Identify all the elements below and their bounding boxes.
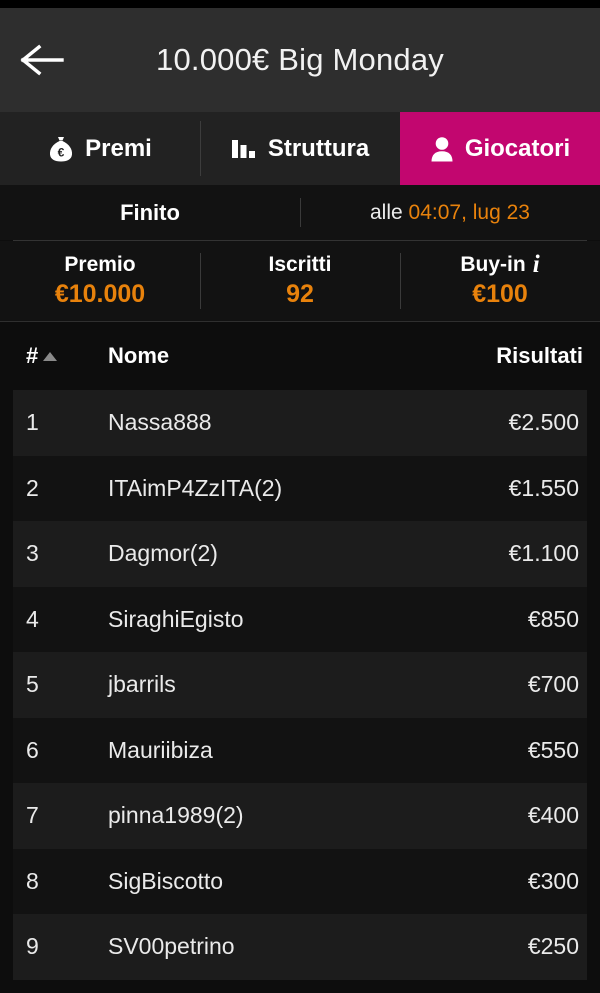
stat-buyin-value: €100 <box>472 280 528 308</box>
cell-name: Mauriibiza <box>108 736 213 763</box>
cell-rank: 8 <box>26 867 39 894</box>
cell-rank: 4 <box>26 605 39 632</box>
table-row[interactable]: 9 SV00petrino €250 <box>13 914 587 980</box>
table-row[interactable]: 3 Dagmor(2) €1.100 <box>13 521 587 587</box>
cell-result: €850 <box>527 605 579 632</box>
cell-name: pinna1989(2) <box>108 802 244 829</box>
arrow-left-icon <box>20 43 64 77</box>
status-time: alle 04:07, lug 23 <box>300 201 600 225</box>
title-bar: 10.000€ Big Monday <box>0 8 600 112</box>
stat-premio: Premio €10.000 <box>0 241 200 321</box>
table-row[interactable]: 6 Mauriibiza €550 <box>13 717 587 783</box>
stat-iscritti-label: Iscritti <box>268 253 332 276</box>
cell-rank: 7 <box>26 802 39 829</box>
caret-up-icon <box>43 351 58 361</box>
stat-buyin-label: Buy-in <box>460 253 526 276</box>
cell-rank: 5 <box>26 671 39 698</box>
money-bag-icon: € <box>48 135 74 163</box>
cell-rank: 3 <box>26 540 39 567</box>
table-row[interactable]: 5 jbarrils €700 <box>13 652 587 718</box>
cell-result: €1.550 <box>508 474 579 501</box>
cell-name: SV00petrino <box>108 933 235 960</box>
column-header-name[interactable]: Nome <box>108 343 170 368</box>
tab-struttura-label: Struttura <box>267 134 370 162</box>
column-header-result[interactable]: Risultati <box>496 343 583 368</box>
tournament-status-row: Finito alle 04:07, lug 23 <box>0 185 600 240</box>
cell-name: SigBiscotto <box>108 867 224 894</box>
tab-giocatori[interactable]: Giocatori <box>400 112 600 185</box>
cell-rank: 6 <box>26 736 39 763</box>
person-icon <box>430 136 454 162</box>
cell-name: Dagmor(2) <box>108 540 218 567</box>
table-body: 1 Nassa888 €2.500 2 ITAimP4ZzITA(2) €1.5… <box>0 390 600 980</box>
stat-buyin: Buy-in i €100 <box>400 241 600 321</box>
stats-bottom-divider <box>0 321 600 322</box>
cell-result: €2.500 <box>508 409 579 436</box>
stat-premio-value: €10.000 <box>54 280 146 308</box>
stat-premio-label: Premio <box>64 253 136 276</box>
table-row[interactable]: 4 SiraghiEgisto €850 <box>13 586 587 652</box>
table-row[interactable]: 1 Nassa888 €2.500 <box>13 390 587 456</box>
tab-premi-label: Premi <box>85 134 152 162</box>
bar-chart-icon <box>231 136 257 162</box>
column-header-rank[interactable]: # <box>26 343 108 369</box>
page-title: 10.000€ Big Monday <box>156 42 444 77</box>
cell-name: SiraghiEgisto <box>108 605 244 632</box>
stat-iscritti-value: 92 <box>286 280 314 308</box>
tab-premi[interactable]: € Premi <box>0 112 200 185</box>
status-bottom-divider <box>13 240 587 241</box>
table-row[interactable]: 8 SigBiscotto €300 <box>13 848 587 914</box>
column-header-rank-label: # <box>26 343 39 368</box>
cell-rank: 2 <box>26 474 39 501</box>
back-button[interactable] <box>0 8 84 112</box>
cell-rank: 9 <box>26 933 39 960</box>
stat-iscritti: Iscritti 92 <box>200 241 400 321</box>
cell-result: €550 <box>527 736 579 763</box>
stat-buyin-label-wrap: Buy-in i <box>460 250 540 278</box>
players-table: # Nome Risultati 1 Nassa888 €2.500 2 ITA… <box>0 322 600 980</box>
status-divider <box>300 198 301 227</box>
table-row[interactable]: 7 pinna1989(2) €400 <box>13 783 587 849</box>
info-icon[interactable]: i <box>532 250 540 278</box>
status-time-value: 04:07, lug 23 <box>408 200 530 224</box>
cell-result: €250 <box>527 933 579 960</box>
cell-name: jbarrils <box>108 671 176 698</box>
cell-result: €400 <box>527 802 579 829</box>
tab-giocatori-label: Giocatori <box>464 134 571 162</box>
status-state: Finito <box>120 199 180 225</box>
table-header-row: # Nome Risultati <box>0 322 600 390</box>
tab-bar: € Premi Struttura Giocato <box>0 112 600 185</box>
cell-rank: 1 <box>26 409 39 436</box>
svg-text:€: € <box>58 145 65 159</box>
table-row[interactable]: 2 ITAimP4ZzITA(2) €1.550 <box>13 455 587 521</box>
cell-result: €300 <box>527 867 579 894</box>
status-time-prefix: alle <box>370 200 403 224</box>
cell-result: €1.100 <box>508 540 579 567</box>
cell-name: ITAimP4ZzITA(2) <box>108 474 283 501</box>
cell-name: Nassa888 <box>108 409 212 436</box>
cell-result: €700 <box>527 671 579 698</box>
tab-struttura[interactable]: Struttura <box>200 112 400 185</box>
tournament-stats-row: Premio €10.000 Iscritti 92 Buy-in i €100 <box>0 241 600 321</box>
system-status-bar <box>0 0 600 8</box>
